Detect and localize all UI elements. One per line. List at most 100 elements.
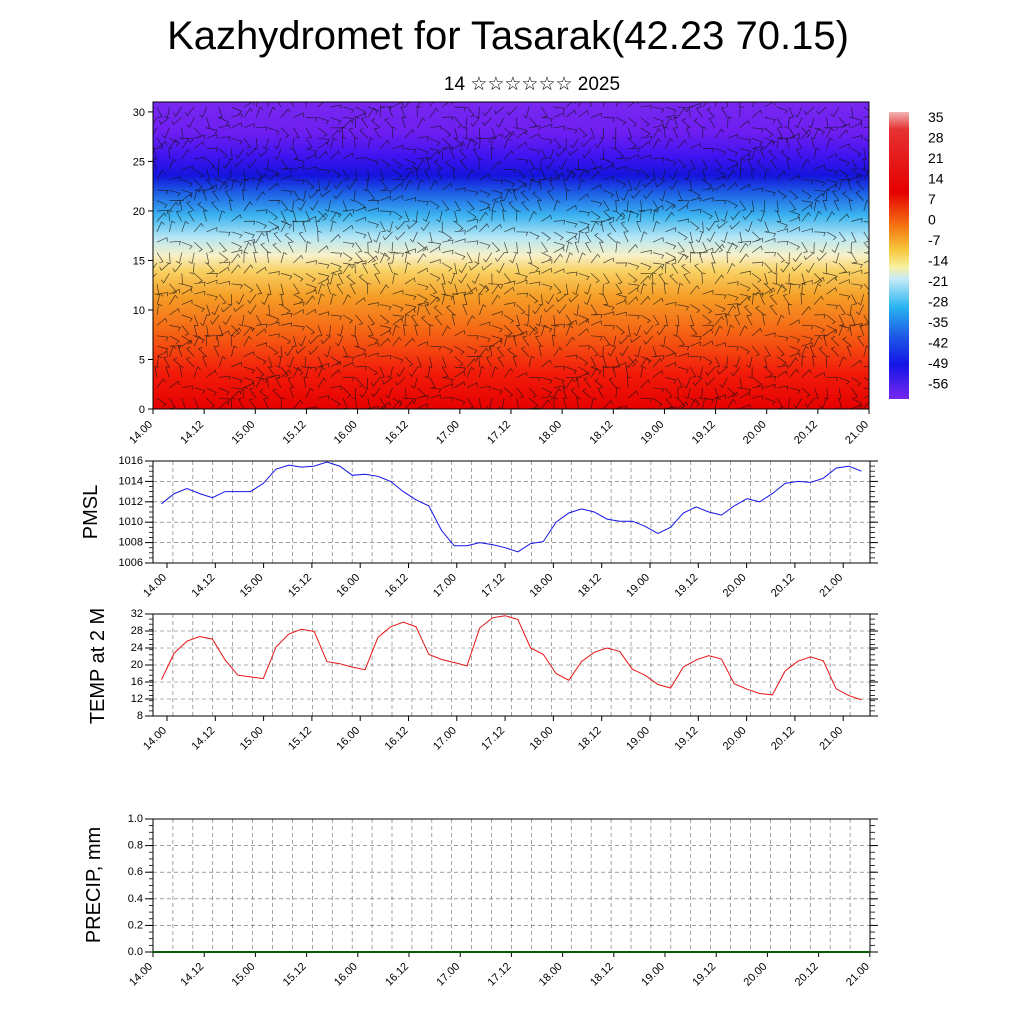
x-tick-label: 17.00 bbox=[431, 725, 459, 753]
wind-barb bbox=[652, 358, 663, 368]
wind-barb bbox=[669, 273, 679, 285]
wind-barb bbox=[401, 116, 406, 128]
wind-barb bbox=[289, 387, 294, 399]
wind-barb bbox=[789, 241, 800, 250]
wind-barb bbox=[642, 179, 654, 188]
wind-barb bbox=[388, 106, 393, 118]
wind-barb bbox=[643, 189, 654, 200]
wind-barb bbox=[330, 272, 337, 284]
wind-barb bbox=[353, 169, 358, 181]
wind-barb bbox=[578, 169, 587, 180]
wind-barb bbox=[734, 314, 741, 326]
wind-barb bbox=[752, 187, 764, 193]
wind-barb bbox=[801, 387, 811, 398]
wind-barb bbox=[479, 284, 489, 295]
wind-barb bbox=[429, 345, 442, 351]
wind-barb bbox=[861, 148, 867, 160]
wind-barb bbox=[599, 148, 604, 161]
x-tick-label: 14.00 bbox=[141, 572, 169, 600]
wind-barb bbox=[801, 179, 814, 185]
wind-barb bbox=[801, 228, 813, 233]
wind-barb bbox=[751, 377, 762, 387]
wind-barb bbox=[578, 273, 590, 281]
wind-barb bbox=[582, 388, 592, 399]
wind-barb bbox=[826, 314, 836, 325]
wind-barb bbox=[573, 304, 579, 317]
wind-barb bbox=[566, 271, 578, 277]
wind-barb bbox=[379, 337, 391, 347]
wind-barb bbox=[535, 314, 542, 327]
wind-barb bbox=[690, 341, 701, 347]
wind-barb bbox=[643, 325, 654, 335]
wind-barb bbox=[789, 345, 801, 354]
wind-barb bbox=[305, 283, 317, 292]
wind-barb bbox=[156, 397, 167, 408]
wind-barb bbox=[441, 182, 453, 191]
wind-barb bbox=[349, 283, 356, 295]
wind-barb bbox=[702, 328, 713, 337]
wind-barb bbox=[855, 190, 865, 201]
wind-barb bbox=[508, 200, 517, 212]
wind-barb bbox=[553, 377, 565, 385]
wind-barb bbox=[826, 231, 837, 241]
wind-barb bbox=[280, 397, 286, 409]
wind-barb bbox=[169, 335, 180, 345]
x-tick-label: 16.12 bbox=[383, 961, 411, 989]
wind-barb bbox=[293, 179, 305, 185]
wind-barb bbox=[690, 208, 702, 214]
wind-barb bbox=[590, 200, 603, 207]
wind-barb bbox=[363, 179, 369, 192]
wind-barb bbox=[776, 345, 785, 357]
wind-barb bbox=[336, 325, 344, 337]
wind-barb bbox=[695, 106, 703, 118]
wind-barb bbox=[330, 314, 343, 320]
wind-barb bbox=[805, 397, 815, 408]
wind-barb bbox=[776, 335, 789, 342]
wind-barb bbox=[452, 293, 457, 305]
wind-barb bbox=[590, 345, 599, 357]
wind-barb bbox=[341, 137, 347, 149]
x-tick-label: 16.00 bbox=[332, 419, 360, 447]
wind-barb bbox=[483, 252, 493, 263]
colorbar-label: 28 bbox=[928, 130, 944, 146]
wind-barb bbox=[193, 189, 201, 201]
wind-barb bbox=[218, 375, 231, 381]
y-tick-label: 28 bbox=[131, 625, 143, 637]
wind-barb bbox=[689, 314, 695, 326]
wind-barb bbox=[516, 273, 528, 280]
wind-barb bbox=[367, 255, 379, 264]
y-tick-label: 1016 bbox=[119, 455, 143, 467]
wind-barb bbox=[615, 356, 621, 368]
wind-barb bbox=[315, 179, 321, 192]
wind-barb bbox=[513, 335, 518, 347]
wind-barb bbox=[677, 345, 690, 351]
wind-barb bbox=[169, 283, 178, 294]
wind-barb bbox=[681, 263, 691, 274]
wind-barb bbox=[727, 242, 736, 253]
wind-barb bbox=[838, 213, 850, 222]
wind-barb bbox=[181, 220, 189, 232]
wind-barb bbox=[615, 241, 621, 253]
wind-barb bbox=[427, 356, 433, 368]
x-tick-label: 14.12 bbox=[178, 419, 206, 447]
wind-barb bbox=[247, 293, 257, 304]
y-tick-label: 0.2 bbox=[128, 919, 143, 931]
wind-barb bbox=[539, 178, 544, 191]
wind-barb bbox=[516, 372, 528, 378]
wind-barb bbox=[851, 359, 862, 368]
wind-barb bbox=[689, 325, 698, 336]
wind-barb bbox=[503, 150, 514, 160]
wind-barb bbox=[697, 387, 703, 400]
wind-barb bbox=[463, 293, 468, 305]
wind-barb bbox=[757, 210, 765, 222]
wind-barb bbox=[640, 105, 652, 110]
wind-barb bbox=[466, 366, 475, 378]
wind-barb bbox=[479, 211, 489, 222]
wind-barb bbox=[603, 102, 605, 108]
wind-barb bbox=[727, 200, 738, 209]
wind-barb bbox=[578, 221, 590, 229]
wind-barb bbox=[665, 387, 673, 399]
wind-barb bbox=[261, 294, 269, 305]
wind-barb bbox=[516, 209, 521, 222]
